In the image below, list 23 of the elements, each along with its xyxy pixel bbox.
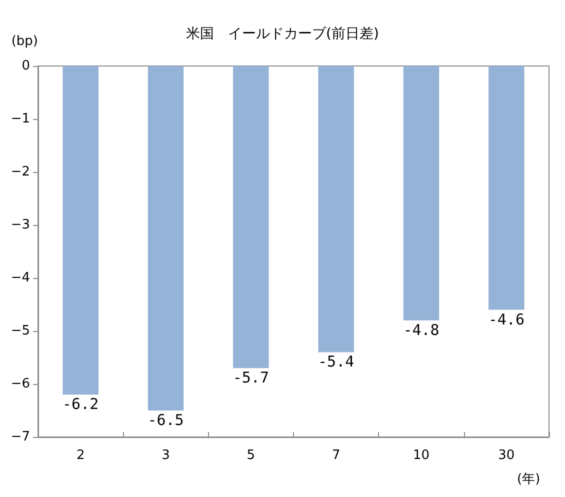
x-tick-label: 10 [412,448,430,463]
data-label: -5.4 [318,352,354,371]
x-tick-label: 7 [332,448,340,463]
chart-title: 米国 イールドカーブ(前日差) [186,26,379,42]
data-label: -4.6 [488,310,524,328]
y-tick-label: −3 [10,218,30,232]
x-tick-label: 30 [498,448,515,463]
x-tick-label: 3 [162,448,170,463]
x-tick-label: 5 [246,448,256,463]
data-label: -6.5 [148,411,184,429]
y-tick-label: −6 [10,376,30,392]
x-tick-label: 2 [76,448,85,463]
data-label: -4.8 [403,320,440,339]
data-label: -6.2 [62,395,99,414]
y-tick-label: −5 [10,324,30,338]
y-tick-label: −4 [10,270,30,286]
data-label: -5.7 [232,368,269,387]
y-tick-label: −7 [10,430,30,444]
x-axis-title: (年) [517,472,540,487]
y-tick-label: −2 [10,164,30,180]
y-axis-title: (bp) [11,34,38,49]
y-tick-label: −1 [10,112,30,126]
y-tick-label: 0 [22,58,30,74]
